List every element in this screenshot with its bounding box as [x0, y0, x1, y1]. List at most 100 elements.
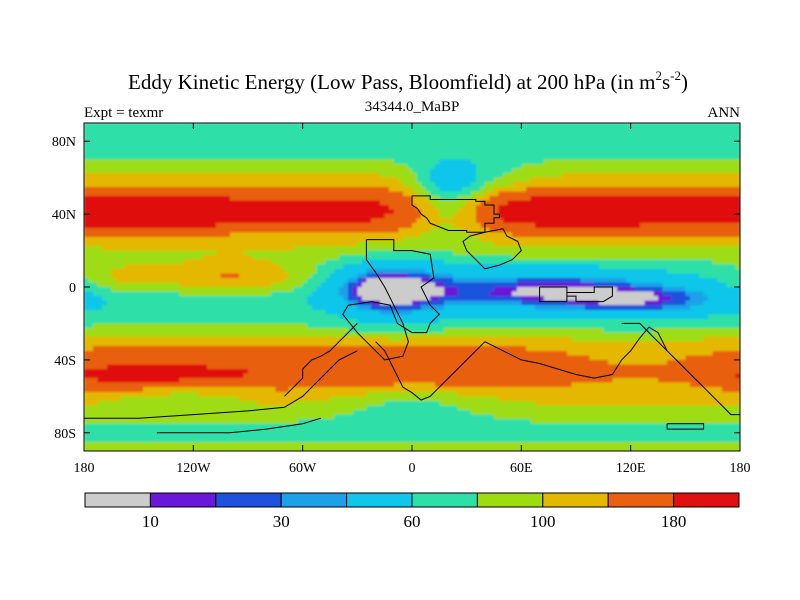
field-cell-233 — [357, 291, 445, 297]
field-cell-142 — [325, 259, 363, 265]
field-cell-108 — [535, 223, 641, 229]
field-cell-188 — [516, 277, 582, 284]
field-cell-351 — [120, 396, 240, 402]
field-cell-307 — [571, 337, 705, 343]
field-cell-262 — [371, 300, 381, 306]
field-cell-277 — [357, 305, 372, 311]
field-cell-335 — [84, 382, 395, 388]
field-cell-200 — [357, 282, 363, 288]
field-cell-221 — [617, 287, 636, 293]
field-cell-246 — [348, 296, 358, 302]
field-cell-17 — [521, 164, 740, 170]
field-cell-249 — [430, 296, 440, 302]
field-cell-107 — [480, 223, 536, 229]
field-cell-128 — [293, 246, 740, 252]
field-cell-191 — [717, 277, 740, 284]
field-cell-306 — [402, 337, 573, 343]
field-cell-22 — [512, 168, 740, 174]
field-cell-71 — [412, 200, 431, 206]
field-cell-295 — [84, 323, 94, 329]
field-cell-253 — [658, 296, 673, 302]
field-cell-305 — [389, 337, 404, 343]
field-cell-357 — [257, 400, 295, 407]
field-cell-27 — [475, 173, 504, 179]
field-cell-79 — [434, 205, 463, 211]
field-cell-131 — [243, 250, 368, 256]
field-cell-54 — [402, 191, 418, 197]
colorbar-box-7 — [542, 492, 609, 508]
field-cell-55 — [416, 191, 431, 197]
field-cell-175 — [84, 277, 90, 284]
field-cell-7 — [84, 154, 740, 161]
field-cell-245 — [343, 296, 349, 302]
field-cell-285 — [84, 309, 327, 315]
field-cell-319 — [84, 359, 609, 366]
field-cell-218 — [457, 287, 495, 293]
field-cell-268 — [566, 300, 600, 306]
field-cell-164 — [238, 273, 290, 279]
coastline-2 — [539, 286, 613, 303]
field-cell-180 — [325, 277, 349, 284]
field-cell-59 — [498, 191, 740, 197]
field-cell-38 — [402, 182, 422, 188]
field-cell-119 — [512, 232, 740, 238]
field-cell-4 — [84, 141, 740, 147]
field-cell-62 — [412, 195, 427, 202]
field-cell-300 — [443, 328, 604, 334]
coastline-6 — [484, 326, 668, 379]
field-cell-93 — [439, 214, 454, 220]
field-cell-174 — [699, 273, 740, 279]
colorbar-label-2: 60 — [404, 512, 421, 531]
field-cell-371 — [84, 419, 299, 425]
field-cell-179 — [307, 277, 327, 284]
field-cell-125 — [494, 241, 740, 247]
field-cell-242 — [84, 296, 103, 302]
field-cell-196 — [302, 282, 322, 288]
field-cell-302 — [653, 328, 740, 334]
field-cell-2 — [84, 132, 740, 138]
field-cell-144 — [443, 259, 714, 265]
field-cell-68 — [530, 195, 740, 202]
field-cell-91 — [384, 214, 422, 220]
field-cell-310 — [84, 346, 94, 352]
field-cell-323 — [106, 364, 208, 370]
field-cell-113 — [462, 227, 491, 233]
field-cell-47 — [425, 186, 440, 192]
field-cell-13 — [84, 164, 409, 170]
field-cell-228 — [270, 291, 313, 297]
field-cell-81 — [475, 205, 500, 211]
field-cell-195 — [270, 282, 304, 288]
y-axis: 80N 40N 0 40S 80S — [52, 135, 740, 442]
field-cell-130 — [216, 250, 245, 256]
field-cell-109 — [639, 223, 740, 229]
field-cell-83 — [84, 209, 395, 215]
field-cell-85 — [421, 209, 440, 215]
field-cell-90 — [84, 214, 386, 220]
x-tick-label-5: 120E — [616, 461, 646, 476]
field-cell-314 — [566, 350, 714, 356]
field-cell-247 — [357, 296, 363, 302]
field-cell-222 — [635, 287, 664, 293]
field-cell-203 — [443, 282, 518, 288]
field-cell-67 — [489, 195, 532, 202]
field-cell-224 — [685, 287, 740, 293]
field-cell-241 — [703, 291, 740, 297]
field-cell-236 — [489, 291, 513, 297]
field-cell-211 — [293, 287, 317, 293]
field-cell-342 — [275, 387, 290, 393]
field-cell-349 — [457, 391, 740, 397]
field-cell-204 — [516, 282, 595, 288]
field-cell-225 — [84, 291, 94, 297]
field-cell-274 — [84, 305, 103, 311]
field-cell-151 — [598, 264, 737, 270]
field-cell-198 — [343, 282, 349, 288]
field-cell-31 — [398, 177, 418, 183]
field-cell-348 — [366, 391, 459, 397]
field-cell-360 — [439, 400, 536, 407]
field-cell-235 — [457, 291, 491, 297]
field-cell-39 — [421, 182, 436, 188]
field-cell-350 — [84, 396, 122, 402]
colorbar-box-8 — [607, 492, 675, 508]
field-cell-293 — [357, 318, 440, 325]
field-cell-165 — [289, 273, 313, 279]
